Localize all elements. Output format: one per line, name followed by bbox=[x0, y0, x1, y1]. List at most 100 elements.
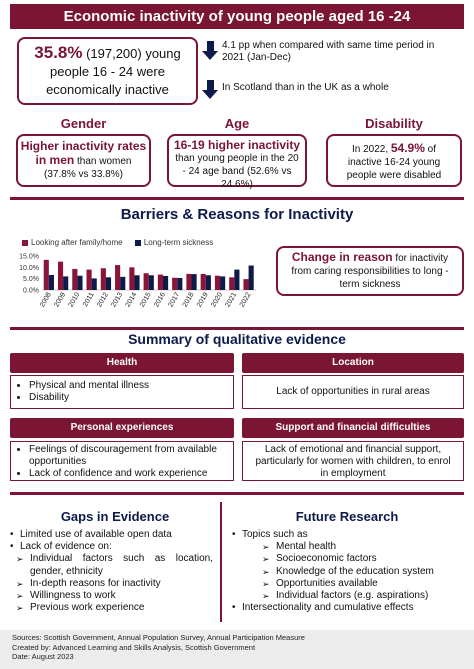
list-item: In-depth reasons for inactivity bbox=[8, 578, 213, 590]
bar-looking-after-family bbox=[186, 273, 192, 290]
gender-text: than women bbox=[74, 156, 132, 167]
change-in-reason-box: Change in reason for inactivity from car… bbox=[276, 246, 464, 296]
bar-long-term-sickness bbox=[148, 275, 154, 290]
headline-stat-box: 35.8% (197,200) young people 16 - 24 wer… bbox=[17, 37, 198, 105]
down-arrow-icon bbox=[202, 41, 218, 60]
footer-sources: Sources: Scottish Government, Annual Pop… bbox=[12, 633, 305, 642]
x-tick-label: 2021 bbox=[224, 291, 238, 308]
legend-item-sickness: Long-term sickness bbox=[134, 238, 213, 247]
personal-experiences-body: Feelings of discouragement from availabl… bbox=[10, 441, 234, 481]
bar-looking-after-family bbox=[72, 268, 78, 290]
list-item: Previous work experience bbox=[8, 602, 213, 614]
headline-line-2: people 16 - 24 were bbox=[50, 64, 165, 79]
list-item: Individual factors such as location, gen… bbox=[8, 553, 213, 577]
bar-looking-after-family bbox=[214, 275, 221, 290]
legend-swatch-family bbox=[22, 239, 28, 246]
x-tick-label: 2018 bbox=[182, 291, 196, 308]
bar-long-term-sickness bbox=[248, 265, 254, 290]
uk-comparison-text: In Scotland than in the UK as a whole bbox=[222, 82, 389, 93]
support-header: Support and financial difficulties bbox=[242, 418, 464, 438]
bar-long-term-sickness bbox=[91, 278, 97, 290]
list-item: Willingness to work bbox=[8, 590, 213, 602]
list-item: Lack of evidence on: bbox=[8, 541, 213, 553]
x-tick-label: 2017 bbox=[167, 291, 181, 308]
age-highlight: 16-19 higher inactivity bbox=[173, 138, 301, 152]
disability-text-a: In 2022, bbox=[351, 144, 391, 155]
bar-long-term-sickness bbox=[234, 269, 240, 290]
list-item: Topics such as bbox=[230, 529, 464, 541]
disability-box: In 2022, 54.9% of inactive 16-24 young p… bbox=[326, 134, 462, 187]
x-tick-label: 2019 bbox=[196, 291, 210, 308]
disability-highlight: 54.9% bbox=[390, 141, 425, 155]
location-body: Lack of opportunities in rural areas bbox=[242, 375, 464, 409]
list-item: Mental health bbox=[230, 541, 464, 553]
bar-long-term-sickness bbox=[220, 276, 226, 290]
gender-box: Higher inactivity rates in men than wome… bbox=[16, 134, 151, 187]
bar-long-term-sickness bbox=[205, 275, 211, 290]
age-box: 16-19 higher inactivity than young peopl… bbox=[167, 134, 307, 190]
x-tick-label: 2014 bbox=[125, 291, 139, 308]
x-tick-label: 2012 bbox=[96, 291, 110, 308]
bar-looking-after-family bbox=[200, 273, 206, 290]
bar-long-term-sickness bbox=[48, 275, 54, 290]
bar-looking-after-family bbox=[172, 277, 178, 290]
bar-looking-after-family bbox=[57, 261, 64, 290]
bar-long-term-sickness bbox=[191, 274, 197, 290]
x-tick-label: 2015 bbox=[139, 291, 153, 308]
footer-created-by: Created by: Advanced Learning and Skills… bbox=[12, 642, 256, 652]
bar-long-term-sickness bbox=[63, 276, 69, 290]
gender-rates: (37.8% vs 33.8%) bbox=[44, 169, 123, 180]
list-item: Lack of confidence and work experience bbox=[29, 468, 233, 480]
legend-swatch-sickness bbox=[134, 239, 141, 246]
health-body: Physical and mental illness Disability bbox=[10, 375, 234, 409]
health-header: Health bbox=[10, 353, 234, 373]
list-item: Individual factors (e.g. aspirations) bbox=[230, 590, 464, 602]
support-body: Lack of emotional and financial support,… bbox=[242, 441, 464, 481]
bar-looking-after-family bbox=[243, 279, 249, 290]
x-tick-label: 2010 bbox=[68, 291, 82, 308]
change-text: for inactivity from caring responsibilit… bbox=[291, 253, 449, 290]
age-heading: Age bbox=[224, 116, 250, 131]
future-research-list: Topics such as Mental health Socioeconom… bbox=[230, 529, 464, 615]
list-item: Knowledge of the education system bbox=[230, 566, 464, 578]
bar-long-term-sickness bbox=[134, 275, 140, 290]
x-tick-label: 2008 bbox=[39, 291, 53, 308]
section-divider bbox=[10, 327, 464, 330]
list-item: Socioeconomic factors bbox=[230, 553, 464, 565]
change-highlight: Change in reason bbox=[291, 250, 393, 264]
bar-long-term-sickness bbox=[120, 276, 126, 290]
qualitative-title: Summary of qualitative evidence bbox=[128, 331, 346, 347]
legend-item-family: Looking after family/home bbox=[22, 238, 123, 247]
gender-highlight: Higher inactivity rates in men bbox=[20, 139, 147, 167]
bar-looking-after-family bbox=[129, 267, 135, 290]
future-research-title: Future Research bbox=[295, 509, 399, 524]
x-tick-label: 2016 bbox=[153, 291, 167, 308]
bar-looking-after-family bbox=[100, 268, 106, 290]
footer: Sources: Scottish Government, Annual Pop… bbox=[0, 630, 474, 669]
list-item: Disability bbox=[29, 392, 233, 404]
x-tick-label: 2022 bbox=[239, 291, 253, 308]
list-item: Opportunities available bbox=[230, 578, 464, 590]
section-divider bbox=[10, 197, 464, 200]
bar-long-term-sickness bbox=[162, 275, 169, 290]
disability-text-b: of inactive 16-24 young people were disa… bbox=[346, 144, 442, 181]
inactivity-reasons-chart: 0.0%5.0%10.0%15.0%2008 2009 2010 2011 2012 20… bbox=[19, 254, 256, 308]
gaps-title: Gaps in Evidence bbox=[60, 509, 170, 524]
section-divider bbox=[10, 492, 464, 495]
list-item: Intersectionality and cumulative effects bbox=[230, 602, 464, 614]
headline-count: (197,200) young bbox=[82, 46, 181, 61]
y-tick-label: 0.0% bbox=[23, 288, 39, 295]
x-tick-label: 2011 bbox=[82, 291, 96, 308]
x-tick-label: 2013 bbox=[110, 291, 124, 308]
headline-percentage: 35.8% bbox=[34, 43, 83, 62]
gaps-list: Limited use of available open data Lack … bbox=[8, 529, 213, 615]
bar-long-term-sickness bbox=[77, 275, 83, 290]
x-tick-label: 2009 bbox=[53, 291, 67, 308]
column-divider bbox=[220, 502, 222, 622]
bar-looking-after-family bbox=[143, 273, 149, 290]
y-tick-label: 10.0% bbox=[19, 265, 39, 272]
bar-looking-after-family bbox=[157, 274, 163, 290]
chart-legend: Looking after family/home Long-term sick… bbox=[22, 238, 213, 247]
footer-date: Date: August 2023 bbox=[12, 652, 74, 661]
y-tick-label: 15.0% bbox=[19, 254, 39, 261]
